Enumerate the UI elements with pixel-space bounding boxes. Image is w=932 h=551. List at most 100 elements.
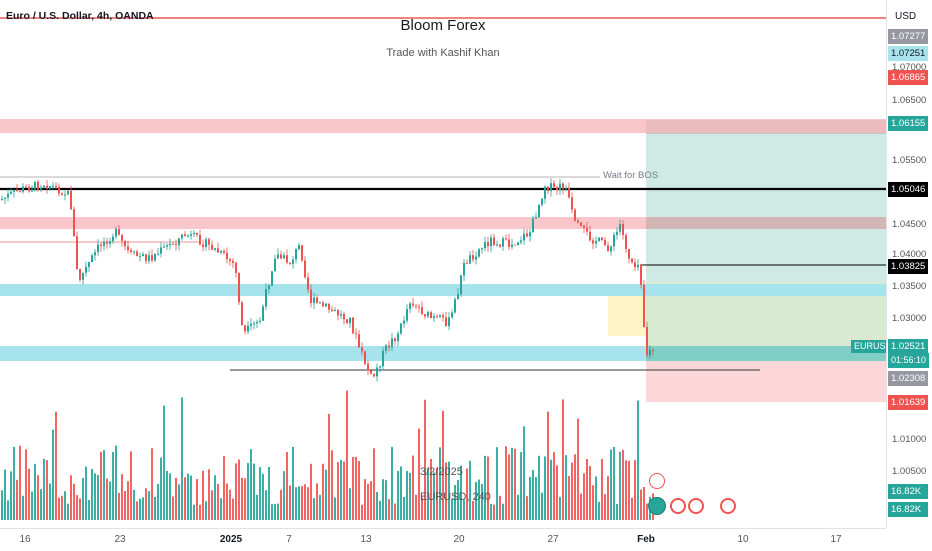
candle-body <box>472 255 474 260</box>
candle-body <box>316 297 318 303</box>
candle-body <box>640 264 642 285</box>
candle-body <box>544 186 546 199</box>
candle-body <box>478 249 480 257</box>
candle-body <box>424 314 426 317</box>
last-price-badge: 1.02521 <box>888 339 929 354</box>
candle-body <box>343 314 345 320</box>
candle-body <box>313 297 315 304</box>
time-label: Feb <box>637 534 655 545</box>
demand-zone-upper[interactable] <box>0 284 886 296</box>
candle-body <box>322 302 324 307</box>
volume-bar <box>448 461 450 520</box>
candle-body <box>532 218 534 233</box>
candle-body <box>646 326 648 356</box>
price-badge: 1.06155 <box>888 116 929 131</box>
volume-bar <box>196 479 198 520</box>
candle-body <box>574 209 576 221</box>
candle-body <box>61 193 63 196</box>
volume-bar <box>88 500 90 520</box>
volume-bar <box>613 446 615 520</box>
candle-body <box>208 239 210 245</box>
symbol-title[interactable]: Euro / U.S. Dollar, 4h, OANDA <box>6 10 154 22</box>
supply-zone-mid-overlap <box>646 217 886 229</box>
candle-body <box>469 255 471 264</box>
candle-body <box>520 240 522 243</box>
price-badge: 1.07251 <box>888 46 929 61</box>
candle-body <box>70 190 72 210</box>
supply-zone-top[interactable] <box>0 119 886 133</box>
candle-body <box>484 241 486 249</box>
candle-body <box>412 303 414 306</box>
volume-bar <box>559 496 561 520</box>
candle-body <box>337 309 339 316</box>
candle-body <box>172 243 174 245</box>
candle-body <box>151 255 153 261</box>
volume-bar <box>7 500 9 520</box>
volume-bar <box>151 448 153 520</box>
candle-body <box>220 250 222 253</box>
volume-bar <box>25 449 27 520</box>
candle-body <box>286 255 288 263</box>
candle-body <box>625 235 627 250</box>
price-tick: 1.03000 <box>892 313 927 324</box>
volume-bar <box>349 488 351 520</box>
volume-bar <box>646 503 648 520</box>
volume-bar <box>262 473 264 520</box>
candle-body <box>505 238 507 240</box>
volume-bar <box>619 451 621 520</box>
price-candles <box>1 178 654 382</box>
candle-body <box>421 307 423 315</box>
currency-label[interactable]: USD <box>895 11 917 22</box>
volume-bar <box>355 456 357 520</box>
volume-bar <box>334 497 336 520</box>
volume-bar <box>256 494 258 520</box>
chart-area[interactable]: Euro / U.S. Dollar, 4h, OANDA Bloom Fore… <box>0 0 886 528</box>
price-tick: 1.00500 <box>892 466 927 477</box>
candle-body <box>148 255 150 261</box>
candle-body <box>622 224 624 236</box>
event-marker-icon[interactable] <box>648 497 666 515</box>
candle-body <box>73 209 75 237</box>
economic-event-icon[interactable] <box>720 498 736 514</box>
candle-body <box>517 242 519 246</box>
volume-bar <box>607 476 609 520</box>
candle-body <box>115 229 117 237</box>
candle-body <box>49 185 51 189</box>
volume-bar <box>211 490 213 520</box>
candle-body <box>331 309 333 312</box>
price-axis[interactable]: USD 1.07277 1.07251 1.07000 1.06865 1.06… <box>886 0 932 528</box>
alert-icon[interactable] <box>649 473 665 489</box>
volume-bar <box>424 399 426 520</box>
candle-body <box>466 262 468 264</box>
candle-body <box>268 285 270 290</box>
fvg-box[interactable] <box>608 294 646 336</box>
volume-bar <box>535 477 537 520</box>
candle-body <box>307 277 309 290</box>
economic-event-icon[interactable] <box>688 498 704 514</box>
volume-bar <box>34 464 36 520</box>
volume-bar <box>109 481 111 520</box>
stop-zone[interactable] <box>646 358 886 402</box>
volume-bar <box>598 501 600 520</box>
candle-body <box>487 241 489 247</box>
economic-event-icon[interactable] <box>670 498 686 514</box>
volume-bar <box>112 452 114 520</box>
candle-body <box>481 248 483 250</box>
volume-bar <box>499 495 501 520</box>
volume-bar <box>511 447 513 520</box>
volume-bar <box>460 465 462 520</box>
volume-bar <box>208 469 210 520</box>
candle-body <box>601 237 603 240</box>
candle-body <box>250 323 252 326</box>
demand-zone-lower-overlap <box>646 346 886 361</box>
volume-bar <box>313 498 315 520</box>
volume-bar <box>148 491 150 520</box>
time-axis[interactable]: 16 23 2025 7 13 20 27 Feb 10 17 <box>0 528 886 551</box>
candle-body <box>346 319 348 324</box>
volume-bar <box>571 462 573 520</box>
price-tick: 1.03500 <box>892 281 927 292</box>
candle-body <box>370 370 372 374</box>
chart-canvas[interactable] <box>0 0 886 528</box>
candle-body <box>652 350 654 352</box>
candle-body <box>40 187 42 190</box>
